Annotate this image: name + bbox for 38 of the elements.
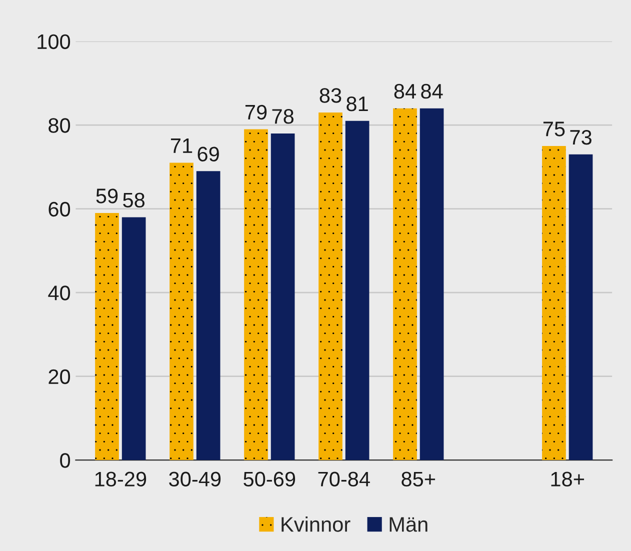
y-tick-label: 40 [48,286,70,300]
data-label: 81 [346,96,368,112]
bar [345,120,370,460]
bar [568,154,593,460]
data-label: 79 [245,104,267,120]
data-label: 73 [570,130,592,145]
y-tick-label: 60 [48,202,70,217]
x-tick-label: 70-84 [318,472,370,486]
x-tick-label: 18+ [551,472,584,486]
bar [420,108,444,460]
data-label: 78 [272,109,294,124]
bar [270,133,295,460]
data-label: 71 [170,138,192,153]
x-tick-label: 50-69 [244,472,296,486]
data-label: 84 [421,84,443,99]
bar [542,146,566,460]
bar [318,112,342,460]
y-tick-label: 0 [60,453,70,468]
y-tick-label: 80 [48,118,70,133]
x-tick-label: 30-49 [169,472,221,486]
data-label: 83 [320,88,342,103]
legend-label: Män [390,517,428,532]
bar [170,162,194,460]
data-label: 59 [96,188,118,204]
bar [196,171,220,460]
y-tick-label: 100 [38,34,70,50]
bar [95,213,119,460]
data-label: 58 [123,192,145,208]
data-label: 84 [394,84,416,99]
bar [393,108,417,460]
bar [122,217,146,460]
x-tick-label: 85+ [402,472,436,486]
data-label: 69 [198,146,219,162]
bar [244,129,268,460]
x-tick-label: 18-29 [95,472,146,486]
y-tick-label: 20 [48,369,70,384]
data-label: 75 [543,122,565,136]
legend-label: Kvinnor [282,516,350,532]
